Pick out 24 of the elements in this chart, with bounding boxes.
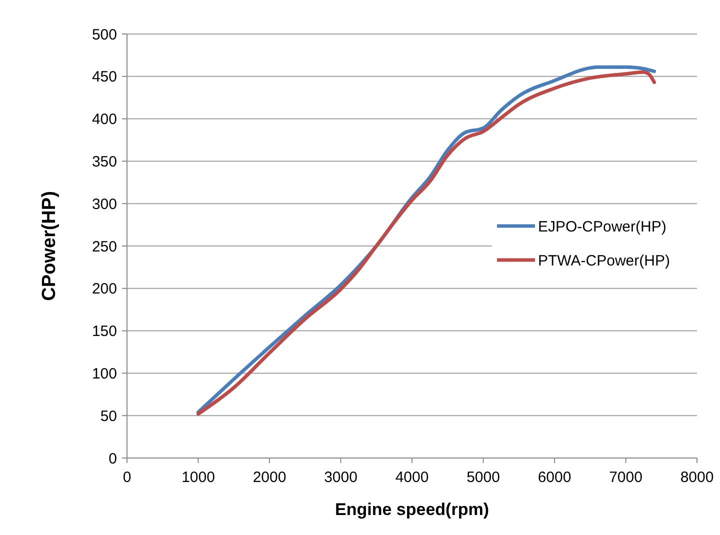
x-tick-label: 8000 (680, 469, 714, 486)
x-axis-title: Engine speed(rpm) (335, 500, 489, 519)
x-tick-label: 6000 (538, 469, 572, 486)
y-tick-label: 100 (92, 365, 117, 382)
y-tick-label: 50 (100, 408, 117, 425)
y-tick-label: 300 (92, 196, 117, 213)
y-tick-label: 200 (92, 280, 117, 298)
y-tick-label: 0 (108, 450, 117, 468)
y-tick-label: 400 (92, 111, 117, 128)
x-tick-label: 3000 (324, 469, 358, 486)
legend-label: PTWA-CPower(HP) (538, 252, 670, 270)
x-tick-label: 1000 (182, 469, 215, 486)
x-tick-label: 4000 (395, 469, 429, 486)
x-tick-label: 2000 (252, 469, 286, 486)
y-tick-label: 250 (92, 238, 117, 256)
x-tick-label: 0 (122, 469, 132, 486)
y-axis-title: CPower(HP) (39, 191, 60, 301)
x-tick-label: 7000 (609, 469, 642, 486)
y-tick-label: 350 (92, 153, 117, 170)
y-tick-label: 150 (92, 323, 117, 340)
y-tick-label: 450 (92, 68, 117, 86)
legend-label: EJPO-CPower(HP) (538, 218, 666, 236)
y-tick-label: 500 (92, 26, 117, 44)
x-tick-label: 5000 (466, 469, 500, 486)
